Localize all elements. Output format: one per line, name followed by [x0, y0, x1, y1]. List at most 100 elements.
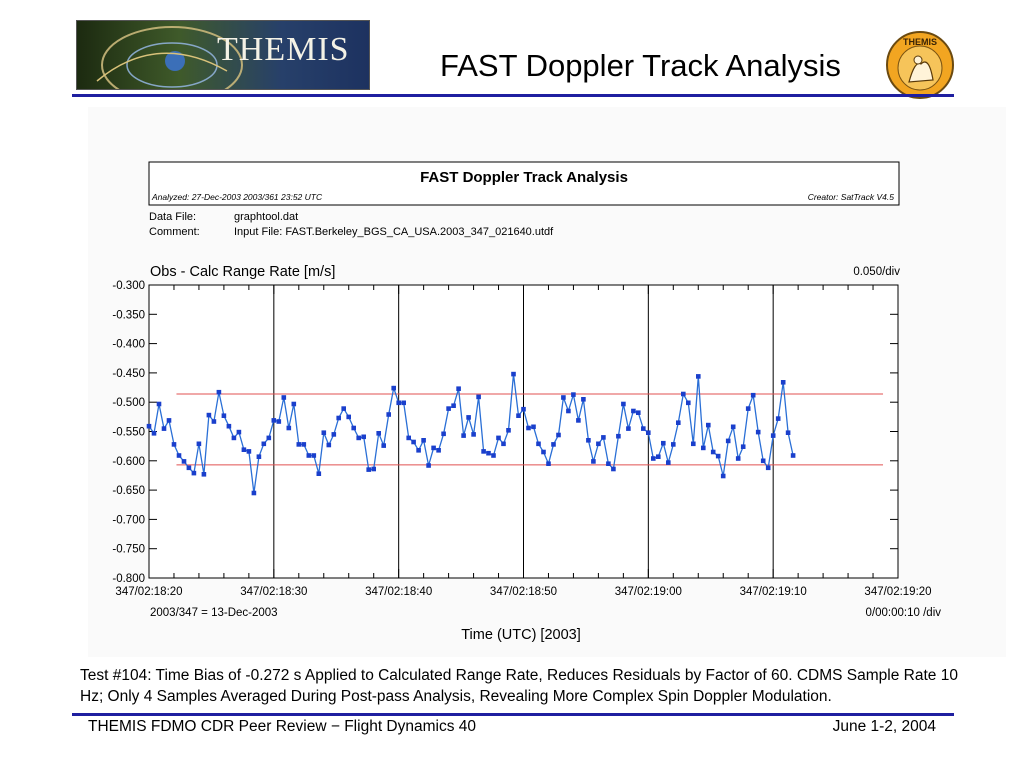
data-point-marker [201, 472, 207, 477]
y-tick-label: -0.350 [112, 309, 145, 321]
data-point-marker [156, 401, 162, 407]
data-point-marker [351, 425, 356, 431]
themis-seal-icon: THEMIS [886, 31, 954, 99]
data-point-marker [196, 441, 202, 447]
comment-label: Comment: [149, 226, 200, 238]
data-point-marker [466, 415, 471, 420]
y-tick-label: -0.300 [112, 280, 145, 292]
data-point-marker [676, 420, 681, 425]
y-tick-label: -0.700 [112, 514, 145, 526]
chart-title: FAST Doppler Track Analysis [420, 169, 628, 186]
data-point-marker [186, 465, 192, 471]
data-point-marker [326, 442, 332, 448]
reference-lines [176, 393, 884, 466]
data-point-marker [451, 403, 456, 408]
data-point-marker [601, 435, 606, 440]
data-point-marker [281, 395, 287, 400]
data-point-marker [346, 414, 351, 420]
data-point-marker [611, 466, 616, 472]
creator-stamp: Creator: SatTrack V4.5 [808, 192, 895, 202]
data-point-marker [406, 435, 411, 441]
data-point-marker [446, 406, 451, 411]
data-point-marker [321, 430, 327, 435]
y-tick-label: -0.500 [112, 397, 145, 409]
data-point-marker [316, 471, 322, 476]
tick-labels: 347/02:18:20 347/02:18:30 347/02:18:40 347/… [112, 280, 931, 598]
data-point-marker [671, 442, 676, 447]
y-tick-label: -0.800 [112, 573, 145, 585]
data-point-marker [496, 435, 501, 441]
data-point-marker [166, 418, 172, 423]
y-tick-label: -0.400 [112, 339, 145, 351]
data-point-marker [461, 433, 466, 438]
data-point-marker [286, 425, 292, 431]
data-point-marker [745, 406, 751, 411]
data-point-marker [651, 456, 656, 461]
data-point-marker [441, 431, 446, 437]
data-point-marker [386, 412, 391, 417]
doppler-chart: FAST Doppler Track Analysis Analyzed: 27… [112, 161, 941, 643]
data-point-marker [710, 449, 716, 455]
data-point-marker [176, 453, 182, 458]
data-point-marker [216, 389, 222, 395]
data-point-marker [206, 412, 212, 418]
x-tick-label: 347/02:18:30 [240, 586, 307, 598]
data-point-marker [735, 456, 741, 461]
data-point-marker [376, 431, 381, 436]
data-point-marker [541, 449, 546, 455]
x-tick-label: 347/02:18:40 [365, 586, 432, 598]
data-point-marker [336, 415, 341, 421]
data-point-marker [301, 442, 307, 447]
data-point-marker [261, 441, 267, 447]
data-point-marker [421, 438, 426, 443]
themis-logo: THEMIS [76, 20, 370, 90]
x-tick-label: 347/02:18:20 [115, 586, 182, 598]
data-point-marker [221, 413, 227, 418]
data-point-marker [501, 441, 506, 447]
footer-left: THEMIS FDMO CDR Peer Review − Flight Dyn… [88, 718, 477, 735]
data-point-marker [551, 442, 556, 447]
data-point-marker [596, 441, 601, 447]
y-tick-label: -0.450 [112, 368, 145, 380]
series-layer [146, 371, 796, 496]
data-point-marker [311, 453, 317, 458]
data-point-marker [401, 400, 406, 406]
data-point-marker [331, 432, 337, 437]
y-axis-title: Obs - Calc Range Rate [m/s] [150, 264, 335, 280]
data-point-marker [576, 418, 581, 423]
data-point-marker [790, 453, 796, 458]
date-note: 2003/347 = 13-Dec-2003 [150, 607, 278, 619]
x-tick-label: 347/02:19:10 [740, 586, 807, 598]
y-tick-label: -0.650 [112, 485, 145, 497]
data-point-marker [256, 454, 262, 459]
data-point-marker [381, 443, 386, 448]
data-point-marker [785, 430, 791, 435]
data-point-marker [231, 435, 237, 441]
data-point-marker [681, 391, 686, 397]
x-tick-label: 347/02:19:00 [615, 586, 682, 598]
data-point-marker [271, 418, 277, 423]
data-point-marker [581, 397, 586, 402]
data-file-value: graphtool.dat [234, 211, 298, 223]
data-point-marker [211, 419, 217, 424]
data-point-marker [371, 466, 376, 472]
data-point-marker [606, 461, 611, 466]
data-point-marker [531, 424, 536, 430]
data-point-marker [760, 458, 766, 464]
data-point-marker [486, 450, 491, 456]
data-point-marker [636, 410, 641, 415]
data-point-marker [661, 440, 666, 446]
data-point-marker [780, 380, 786, 385]
data-point-marker [641, 426, 646, 431]
data-point-marker [506, 428, 511, 433]
data-point-marker [471, 432, 476, 437]
x-axis-title: Time (UTC) [2003] [461, 627, 581, 643]
data-point-marker [740, 444, 746, 449]
data-point-marker [571, 392, 576, 397]
data-point-marker [646, 430, 651, 435]
data-point-marker [356, 435, 361, 441]
series-line [148, 374, 794, 494]
slide-caption: Test #104: Time Bias of -0.272 s Applied… [80, 667, 958, 705]
data-point-marker [725, 438, 731, 444]
data-point-marker [621, 401, 626, 407]
